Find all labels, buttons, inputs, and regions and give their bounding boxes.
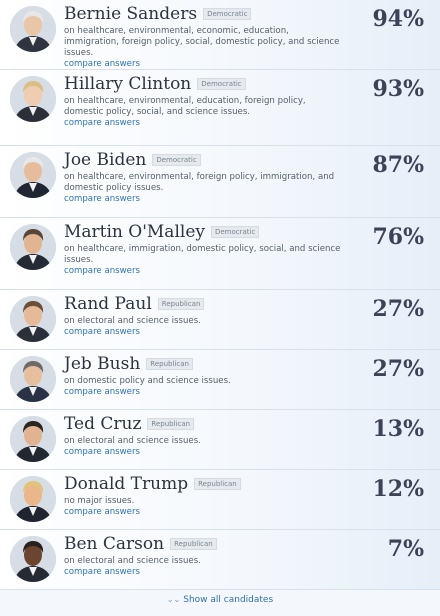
candidate-name-line: Hillary Clinton Democratic	[64, 74, 246, 94]
agreement-issues-text: on electoral and science issues.	[64, 436, 201, 446]
agreement-issues-text: on electoral and science issues.	[64, 556, 201, 566]
compare-answers-link[interactable]: compare answers	[64, 118, 140, 128]
match-percentage: 87%	[372, 152, 424, 178]
party-badge: Republican	[157, 298, 205, 310]
candidate-agreement-summary: on electoral and science issues. compare …	[64, 316, 346, 338]
match-percentage: 27%	[372, 356, 424, 382]
candidate-row[interactable]: Donald Trump Republican no major issues. co…	[0, 470, 440, 530]
compare-answers-link[interactable]: compare answers	[64, 447, 140, 457]
candidate-agreement-summary: on electoral and science issues. compare …	[64, 556, 346, 578]
party-badge: Republican	[147, 418, 195, 430]
candidate-agreement-summary: on healthcare, immigration, domestic pol…	[64, 244, 346, 277]
candidate-row[interactable]: Martin O'Malley Democratic on healthcare, …	[0, 218, 440, 290]
show-all-label: Show all candidates	[183, 595, 274, 605]
candidate-row[interactable]: Bernie Sanders Democratic on healthcare, e…	[0, 0, 440, 70]
party-badge: Democratic	[152, 154, 201, 166]
compare-answers-link[interactable]: compare answers	[64, 567, 140, 577]
candidate-name-line: Joe Biden Democratic	[64, 150, 201, 170]
party-badge: Republican	[194, 478, 241, 490]
candidate-agreement-summary: on healthcare, environmental, foreign po…	[64, 172, 346, 205]
candidate-name[interactable]: Ben Carson	[64, 534, 165, 554]
candidate-row[interactable]: Ben Carson Republican on electoral and sci…	[0, 530, 440, 590]
compare-answers-link[interactable]: compare answers	[64, 266, 140, 276]
candidate-name[interactable]: Hillary Clinton	[64, 74, 192, 94]
candidate-agreement-summary: on healthcare, environmental, economic, …	[64, 26, 346, 70]
match-percentage: 93%	[372, 76, 424, 102]
show-all-candidates-link[interactable]: ⌄⌄ Show all candidates	[0, 595, 440, 605]
candidate-row[interactable]: Jeb Bush Republican on domestic policy and…	[0, 350, 440, 410]
candidate-photo	[10, 476, 56, 522]
candidate-photo	[10, 6, 56, 52]
agreement-issues-text: on healthcare, immigration, domestic pol…	[64, 244, 341, 265]
candidate-name-line: Martin O'Malley Democratic	[64, 222, 260, 242]
candidate-photo	[10, 152, 56, 198]
candidate-name-line: Bernie Sanders Democratic	[64, 4, 252, 24]
compare-answers-link[interactable]: compare answers	[64, 507, 140, 517]
candidate-name-line: Ben Carson Republican	[64, 534, 217, 554]
candidate-name[interactable]: Jeb Bush	[64, 354, 141, 374]
compare-answers-link[interactable]: compare answers	[64, 387, 140, 397]
candidate-name-line: Ted Cruz Republican	[64, 414, 195, 434]
candidate-photo	[10, 296, 56, 342]
candidate-row[interactable]: Joe Biden Democratic on healthcare, enviro…	[0, 146, 440, 218]
compare-answers-link[interactable]: compare answers	[64, 194, 140, 204]
match-percentage: 13%	[372, 416, 424, 442]
party-badge: Democratic	[197, 78, 246, 90]
candidate-row[interactable]: Hillary Clinton Democratic on healthcare, …	[0, 70, 440, 146]
chevron-down-icon: ⌄⌄	[166, 595, 181, 604]
candidate-agreement-summary: on electoral and science issues. compare …	[64, 436, 346, 458]
candidate-photo	[10, 76, 56, 122]
agreement-issues-text: no major issues.	[64, 496, 135, 506]
party-badge: Democratic	[210, 226, 260, 238]
match-percentage: 76%	[372, 224, 424, 250]
candidate-name[interactable]: Martin O'Malley	[64, 222, 205, 242]
agreement-issues-text: on electoral and science issues.	[64, 316, 201, 326]
candidate-agreement-summary: on domestic policy and science issues. co…	[64, 376, 346, 398]
agreement-issues-text: on healthcare, environmental, foreign po…	[64, 172, 335, 193]
candidate-name[interactable]: Rand Paul	[64, 294, 152, 314]
agreement-issues-text: on domestic policy and science issues.	[64, 376, 231, 386]
candidate-name[interactable]: Bernie Sanders	[64, 4, 198, 24]
party-badge: Republican	[146, 358, 193, 370]
party-badge: Democratic	[203, 8, 252, 20]
match-percentage: 12%	[372, 476, 424, 502]
agreement-issues-text: on healthcare, environmental, education,…	[64, 96, 306, 117]
candidate-row[interactable]: Ted Cruz Republican on electoral and scien…	[0, 410, 440, 470]
compare-answers-link[interactable]: compare answers	[64, 327, 140, 337]
match-percentage: 94%	[372, 6, 424, 32]
candidate-row[interactable]: Rand Paul Republican on electoral and scie…	[0, 290, 440, 350]
party-badge: Republican	[170, 538, 217, 550]
match-percentage: 27%	[372, 296, 424, 322]
candidate-photo	[10, 416, 56, 462]
candidate-photo	[10, 224, 56, 270]
candidate-name[interactable]: Ted Cruz	[64, 414, 142, 434]
candidate-name[interactable]: Donald Trump	[64, 474, 189, 494]
candidate-name-line: Rand Paul Republican	[64, 294, 205, 314]
candidate-agreement-summary: no major issues. compare answers	[64, 496, 346, 518]
compare-answers-link[interactable]: compare answers	[64, 59, 140, 69]
candidate-name-line: Donald Trump Republican	[64, 474, 241, 494]
match-percentage: 7%	[387, 536, 424, 562]
candidate-agreement-summary: on healthcare, environmental, education,…	[64, 96, 346, 129]
candidate-name[interactable]: Joe Biden	[64, 150, 147, 170]
candidate-name-line: Jeb Bush Republican	[64, 354, 193, 374]
candidate-photo	[10, 356, 56, 402]
agreement-issues-text: on healthcare, environmental, economic, …	[64, 26, 340, 58]
candidate-photo	[10, 536, 56, 582]
